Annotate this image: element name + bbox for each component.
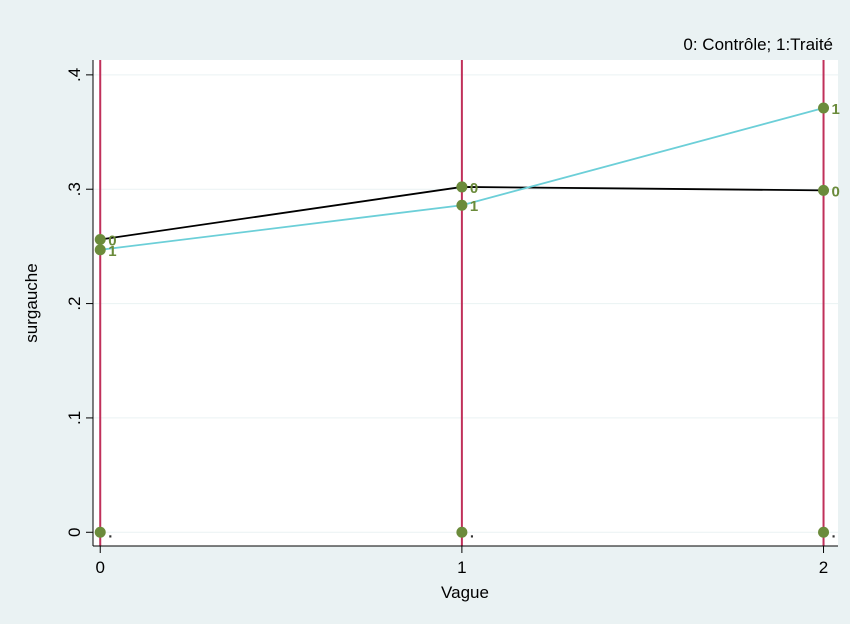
baseline-point-label: . <box>108 524 112 541</box>
y-axis-label: surgauche <box>22 263 41 342</box>
baseline-point <box>94 526 106 538</box>
x-axis-label: Vague <box>441 583 489 602</box>
y-tick-label: .2 <box>65 296 84 310</box>
chart-title: 0: Contrôle; 1:Traité <box>683 35 833 54</box>
data-point <box>94 244 106 256</box>
point-label: 1 <box>108 243 116 260</box>
baseline-point <box>818 526 830 538</box>
point-label: 0 <box>470 180 478 197</box>
data-point <box>818 102 830 114</box>
markers: 00 0111... <box>94 101 840 541</box>
point-label: 0 <box>108 233 116 250</box>
axes: 0.1.2.3.40 1 2 <box>65 60 838 577</box>
y-tick-label: 0 <box>65 528 84 537</box>
y-tick-label: .4 <box>65 68 84 82</box>
data-point <box>94 234 106 246</box>
x-tick-label: 0 <box>95 558 104 577</box>
x-tick-label: 2 <box>819 558 828 577</box>
vertical-lines <box>99 60 825 546</box>
baseline-point-label: . <box>470 524 474 541</box>
point-label: 0 <box>832 183 840 200</box>
data-point <box>456 199 468 211</box>
baseline-point-label: . <box>832 524 836 541</box>
baseline-point <box>456 526 468 538</box>
point-label: 1 <box>832 101 840 118</box>
y-tick-label: .3 <box>65 182 84 196</box>
data-point <box>456 181 468 193</box>
data-point <box>818 184 830 196</box>
x-tick-label: 1 <box>457 558 466 577</box>
plot-area <box>93 60 838 546</box>
point-label: 1 <box>470 198 478 215</box>
y-tick-label: .1 <box>65 411 84 425</box>
